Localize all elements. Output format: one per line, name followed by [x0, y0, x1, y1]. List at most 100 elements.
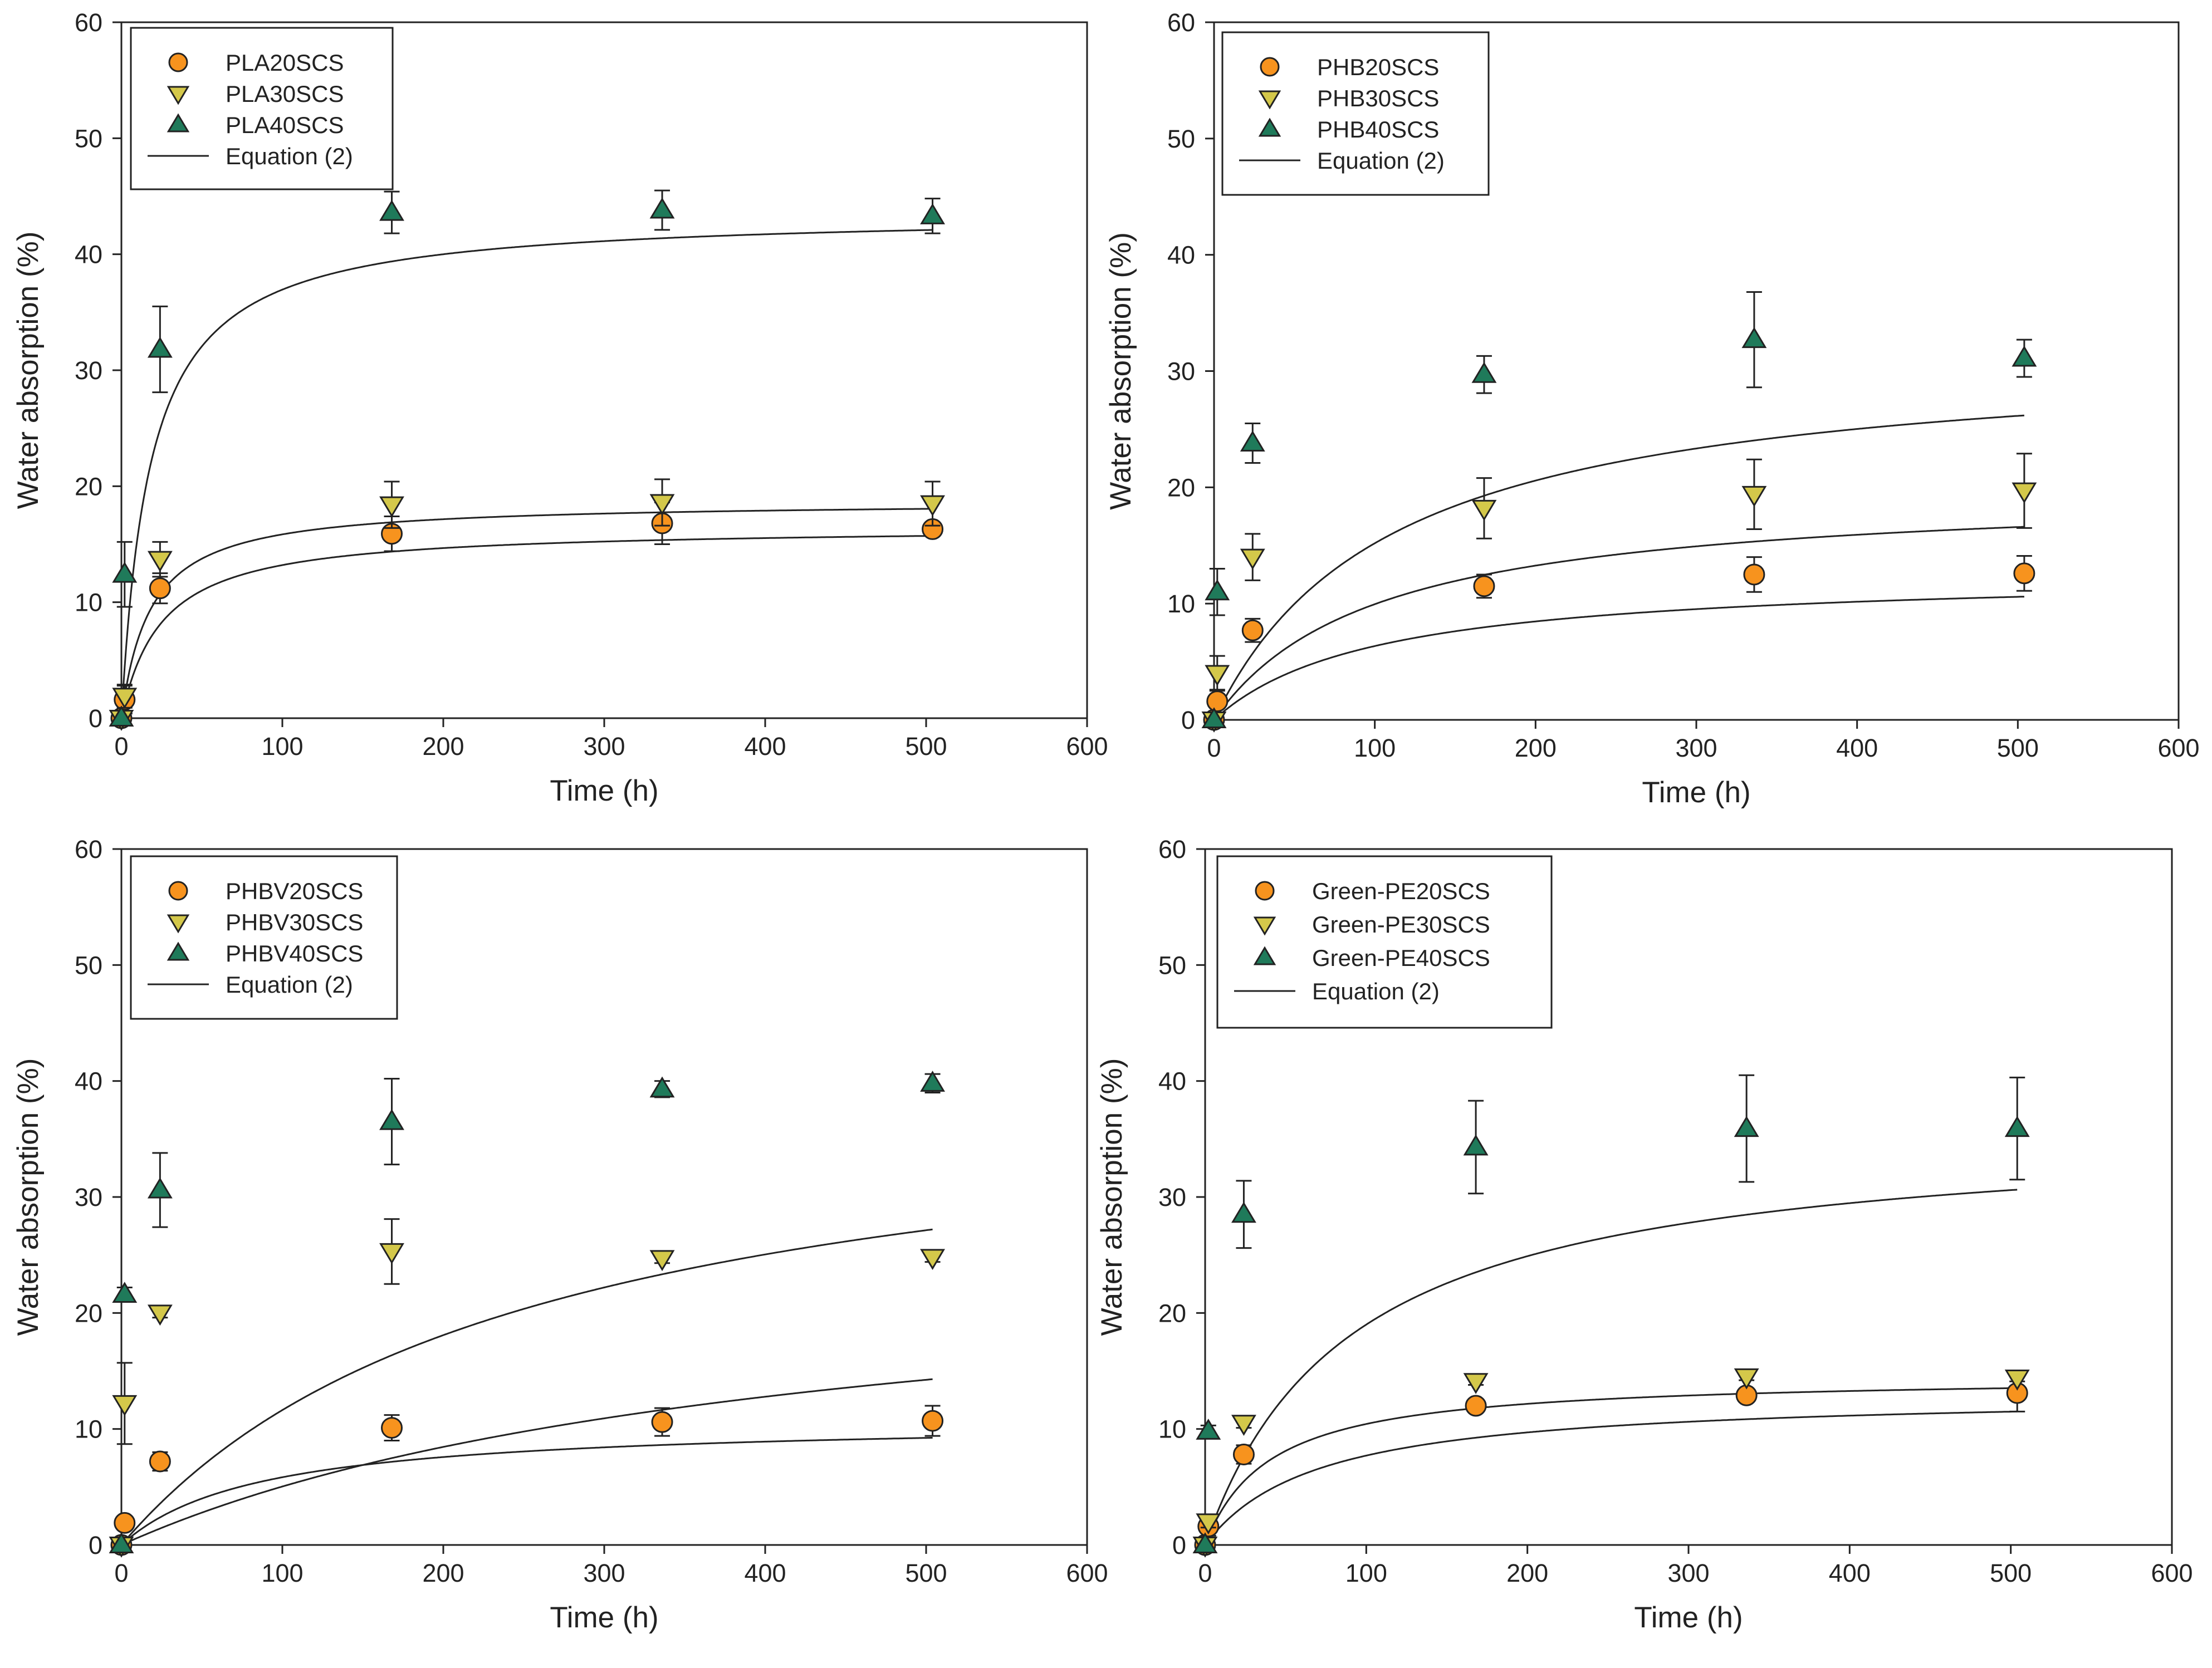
data-point	[1471, 362, 1497, 383]
data-point	[381, 1417, 403, 1439]
legend-label: Green-PE30SCS	[1312, 911, 1490, 938]
x-tick-label: 500	[905, 1559, 947, 1587]
y-tick-label: 0	[89, 1531, 102, 1559]
chart-panel-2: 0 100 200 300 400 500 600 0 10 20 30 40 50 60 Time (h)…	[1104, 8, 2200, 809]
y-tick-label: 60	[1167, 8, 1195, 37]
data-point	[147, 336, 173, 358]
y-tick-label: 30	[75, 356, 102, 385]
x-tick-label: 200	[1515, 734, 1557, 762]
series-Green-PE40SCS	[1192, 1074, 2030, 1553]
x-tick-label: 100	[1354, 734, 1396, 762]
chart-panel-3: 0 100 200 300 400 500 600 0 10 20 30 40 50 60 Time (h)…	[12, 835, 1108, 1634]
y-tick-label: 40	[75, 241, 102, 269]
series-PLA20SCS	[110, 502, 944, 729]
legend-marker	[167, 941, 190, 961]
data-point	[379, 496, 404, 518]
fit-curve-Green-PE20SCS	[1205, 1410, 2018, 1545]
data-point	[147, 1304, 173, 1326]
legend-marker	[1258, 90, 1281, 110]
legend-label: Green-PE20SCS	[1312, 878, 1490, 904]
data-point	[920, 495, 945, 517]
data-point	[1741, 327, 1767, 349]
legend-marker	[1253, 916, 1276, 936]
legend: Green-PE20SCS Green-PE30SCS Green-PE40SCS E…	[1216, 855, 1553, 1029]
data-point	[2004, 1116, 2030, 1137]
x-tick-label: 400	[744, 1559, 786, 1587]
x-axis-title: Time (h)	[1642, 776, 1750, 809]
legend-label: PLA40SCS	[226, 112, 344, 138]
y-tick-label: 10	[75, 1415, 102, 1444]
legend: PHBV20SCS PHBV30SCS PHBV40SCS Equation (2)	[130, 855, 398, 1020]
x-tick-label: 500	[1990, 1559, 2032, 1587]
series-Green-PE20SCS	[1194, 1373, 2028, 1556]
data-point	[649, 197, 675, 219]
data-point	[922, 1410, 944, 1432]
legend-label: PHB20SCS	[1317, 54, 1439, 80]
data-point	[649, 1076, 675, 1098]
legend-label: PLA30SCS	[226, 81, 344, 107]
legend-box	[1216, 855, 1553, 1029]
fit-curve-PHB30SCS	[1214, 526, 2024, 720]
data-point	[112, 1395, 138, 1416]
data-point	[1240, 548, 1265, 570]
y-tick-label: 30	[1167, 357, 1195, 386]
series-Green-PE30SCS	[1192, 1368, 2030, 1558]
fit-curve-Green-PE30SCS	[1205, 1387, 2018, 1545]
data-point	[147, 1177, 173, 1199]
x-tick-label: 400	[1829, 1559, 1871, 1587]
legend: PHB20SCS PHB30SCS PHB40SCS Equation (2)	[1221, 31, 1490, 196]
data-point	[1201, 707, 1227, 728]
x-axis-title: Time (h)	[550, 774, 658, 807]
data-point	[920, 203, 945, 224]
data-point	[114, 1512, 136, 1534]
data-point	[1471, 499, 1497, 521]
x-tick-label: 300	[583, 732, 625, 761]
data-point	[1231, 1415, 1256, 1436]
chart-panel-4: 0 100 200 300 400 500 600 0 10 20 30 40 50 60 Time (h)…	[1095, 835, 2193, 1634]
series-PHBV20SCS	[110, 1405, 944, 1556]
y-tick-label: 60	[75, 835, 102, 864]
y-tick-label: 30	[1158, 1183, 1186, 1211]
data-point	[920, 1071, 945, 1092]
data-point	[1232, 1444, 1255, 1465]
x-tick-label: 600	[1066, 1559, 1108, 1587]
data-point	[1205, 579, 1230, 601]
y-tick-label: 0	[89, 704, 102, 733]
x-tick-label: 500	[1997, 734, 2039, 762]
data-point	[651, 1411, 673, 1433]
x-tick-label: 400	[1836, 734, 1878, 762]
data-point	[2004, 1370, 2030, 1391]
y-tick-label: 10	[1167, 590, 1195, 618]
y-axis-title: Water absorption (%)	[12, 1058, 45, 1336]
data-point	[1206, 690, 1229, 713]
y-tick-label: 40	[75, 1067, 102, 1096]
x-tick-label: 100	[261, 732, 303, 761]
x-tick-label: 300	[1667, 1559, 1709, 1587]
legend-label: Equation (2)	[1317, 148, 1445, 174]
x-tick-label: 0	[114, 1559, 128, 1587]
data-point	[1241, 619, 1264, 641]
y-tick-label: 50	[75, 124, 102, 153]
y-tick-label: 0	[1181, 706, 1195, 734]
data-point	[1231, 1201, 1256, 1223]
data-point	[1465, 1395, 1487, 1417]
legend-marker	[167, 86, 190, 105]
x-tick-label: 0	[1207, 734, 1221, 762]
x-tick-label: 200	[422, 1559, 464, 1587]
data-point	[1192, 1532, 1218, 1553]
legend-label: PHBV20SCS	[226, 878, 363, 904]
x-axis-title: Time (h)	[1634, 1601, 1743, 1634]
series-PHBV30SCS	[109, 1218, 945, 1558]
data-point	[149, 1450, 171, 1473]
legend-label: PHBV30SCS	[226, 909, 363, 935]
legend-marker	[168, 52, 188, 72]
y-tick-label: 20	[75, 1299, 102, 1327]
y-axis-title: Water absorption (%)	[12, 232, 45, 509]
legend-label: PHB40SCS	[1317, 116, 1439, 143]
data-point	[1743, 563, 1765, 586]
data-point	[2013, 562, 2035, 585]
data-point	[920, 1249, 945, 1270]
series-PHB20SCS	[1203, 555, 2035, 731]
data-point	[1196, 1513, 1221, 1535]
data-point	[379, 199, 404, 221]
